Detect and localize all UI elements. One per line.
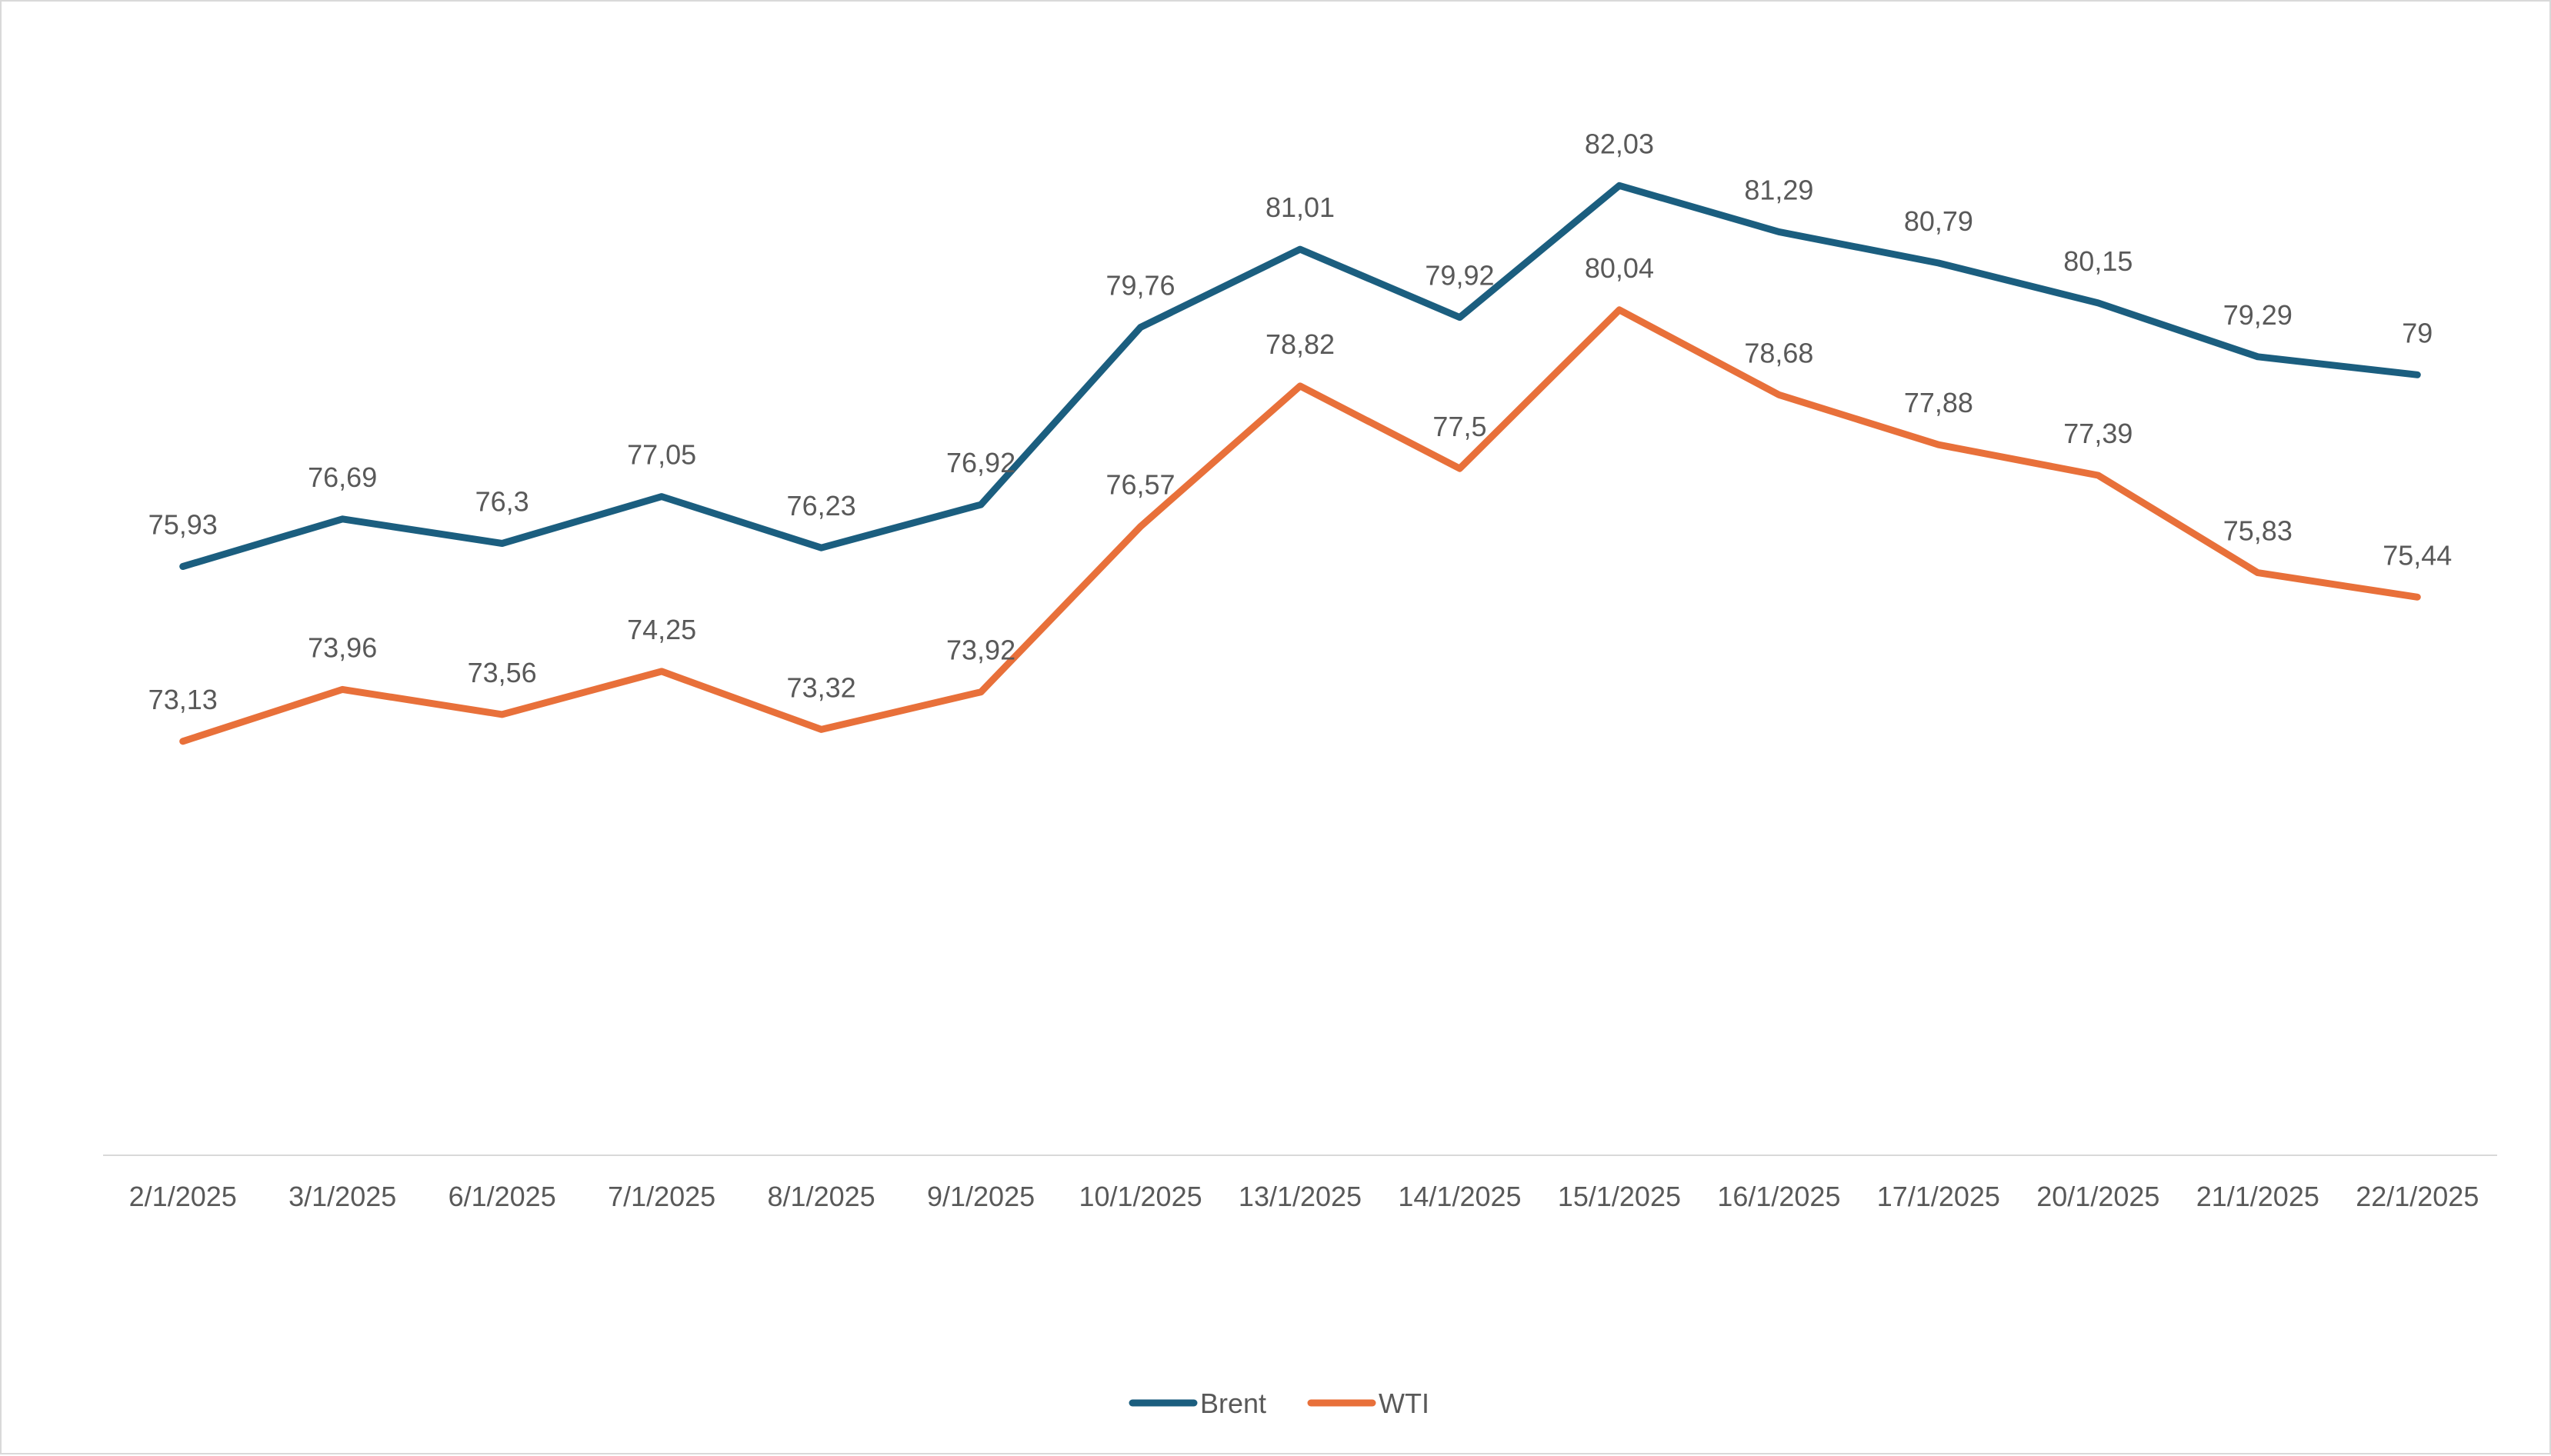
legend-label-brent: Brent	[1200, 1388, 1266, 1419]
data-label-wti: 80,04	[1585, 252, 1654, 284]
data-label-wti: 78,82	[1265, 328, 1335, 360]
series-lines	[179, 182, 2421, 745]
data-label-wti: 75,44	[2383, 539, 2452, 571]
data-label-wti: 74,25	[627, 614, 696, 645]
data-label-wti: 77,5	[1432, 411, 1486, 442]
data-label-brent: 76,23	[787, 490, 856, 521]
x-tick-label: 2/1/2025	[129, 1181, 237, 1212]
data-label-brent: 81,29	[1744, 174, 1813, 205]
data-label-brent: 80,79	[1904, 205, 1973, 237]
x-tick-label: 21/1/2025	[2196, 1181, 2319, 1212]
x-tick-label: 9/1/2025	[927, 1181, 1035, 1212]
x-tick-label: 22/1/2025	[2356, 1181, 2479, 1212]
data-label-brent: 82,03	[1585, 128, 1654, 159]
data-label-wti: 73,32	[787, 671, 856, 703]
data-label-wti: 77,88	[1904, 387, 1973, 418]
x-tick-label: 13/1/2025	[1239, 1181, 1362, 1212]
x-tick-label: 15/1/2025	[1558, 1181, 1681, 1212]
x-tick-label: 3/1/2025	[288, 1181, 396, 1212]
data-label-brent: 79	[2402, 317, 2433, 348]
data-label-wti: 78,68	[1744, 337, 1813, 368]
x-tick-label: 10/1/2025	[1079, 1181, 1202, 1212]
x-tick-label: 8/1/2025	[768, 1181, 875, 1212]
data-label-brent: 76,3	[475, 485, 529, 517]
x-tick-label: 16/1/2025	[1717, 1181, 1840, 1212]
x-axis-tick-labels: 2/1/2025 3/1/2025 6/1/2025 7/1/2025 8/1/2025…	[129, 1181, 2479, 1212]
data-label-wti: 73,13	[148, 684, 218, 715]
data-label-wti: 76,57	[1105, 469, 1175, 501]
data-label-brent: 79,76	[1105, 270, 1175, 302]
data-label-brent: 76,69	[308, 461, 377, 493]
legend-label-wti: WTI	[1379, 1388, 1429, 1419]
data-labels: 75,93 76,69 76,3 77,05 76,23 76,92 79,76 81,01 7…	[148, 128, 2453, 715]
x-tick-label: 6/1/2025	[449, 1181, 556, 1212]
data-label-wti: 77,39	[2063, 418, 2133, 449]
data-label-brent: 81,01	[1265, 192, 1335, 223]
x-tick-label: 14/1/2025	[1398, 1181, 1521, 1212]
data-label-brent: 79,92	[1425, 260, 1494, 292]
series-line-brent	[179, 182, 2421, 570]
x-tick-label: 17/1/2025	[1877, 1181, 2000, 1212]
data-label-wti: 73,92	[946, 635, 1015, 666]
data-label-wti: 73,56	[468, 657, 537, 688]
x-tick-label: 20/1/2025	[2036, 1181, 2159, 1212]
data-label-wti: 75,83	[2223, 515, 2293, 547]
x-tick-label: 7/1/2025	[608, 1181, 715, 1212]
data-label-brent: 76,92	[946, 447, 1015, 478]
data-label-brent: 79,29	[2223, 299, 2293, 331]
data-label-brent: 75,93	[148, 509, 218, 541]
data-label-brent: 77,05	[627, 439, 696, 471]
series-line-wti	[179, 306, 2421, 745]
data-label-wti: 73,96	[308, 631, 377, 663]
legend: Brent WTI	[1129, 1388, 1429, 1419]
data-label-brent: 80,15	[2063, 245, 2133, 277]
